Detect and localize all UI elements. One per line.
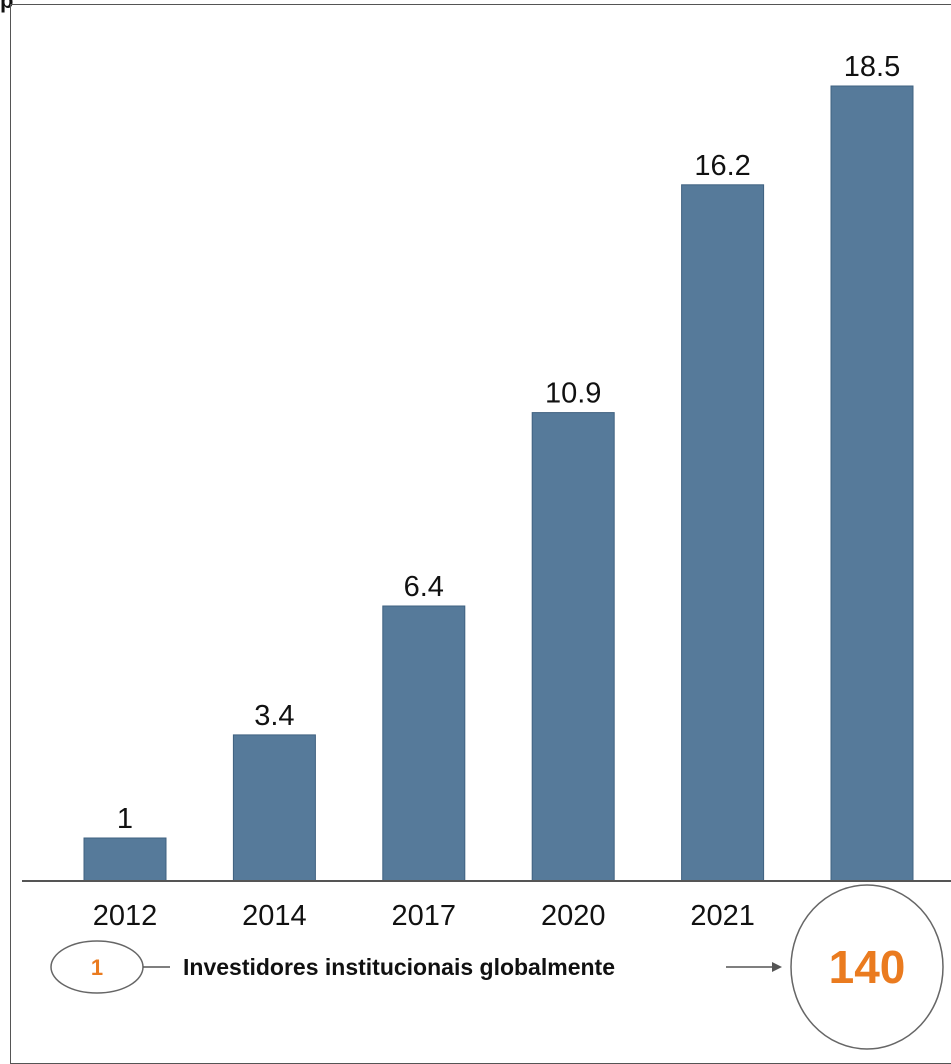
start-value: 1 — [91, 955, 103, 980]
bar-2021 — [681, 184, 765, 882]
category-label-2020: 2020 — [541, 900, 606, 932]
bar-2014 — [232, 734, 316, 882]
value-label-2012: 1 — [117, 803, 133, 835]
value-label-2021: 16.2 — [694, 150, 750, 182]
category-label-2014: 2014 — [242, 900, 307, 932]
value-label-2017: 6.4 — [404, 571, 444, 603]
end-value-ellipse — [790, 884, 944, 1050]
footnote-group: 1 Investidores institucionais globalment… — [50, 884, 944, 1050]
footnote-text: Investidores institucionais globalmente — [183, 954, 615, 980]
bar-2017 — [382, 605, 466, 882]
bar-2020 — [531, 412, 615, 882]
value-label-2022: 18.5 — [844, 51, 900, 83]
end-value: 140 — [829, 941, 906, 993]
category-label-2021: 2021 — [690, 900, 755, 932]
value-label-2020: 10.9 — [545, 378, 601, 410]
bar-2022 — [830, 85, 914, 882]
value-label-2014: 3.4 — [254, 700, 294, 732]
category-label-2012: 2012 — [93, 900, 158, 932]
category-label-2017: 2017 — [392, 900, 457, 932]
bar-2012 — [83, 837, 167, 882]
arrow-head-icon — [772, 962, 782, 972]
